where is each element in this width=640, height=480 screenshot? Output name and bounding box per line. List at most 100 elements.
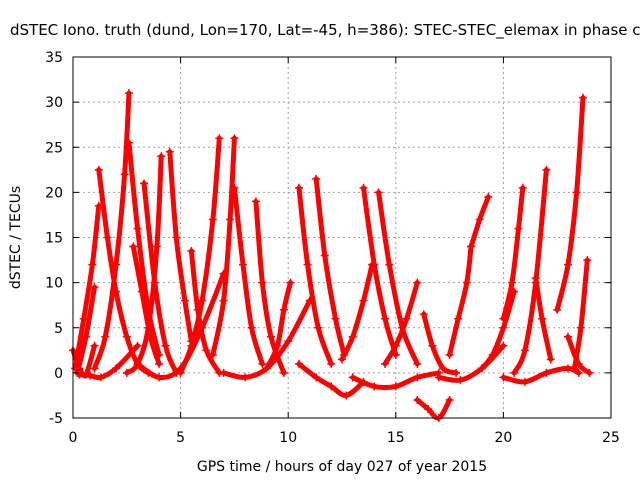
data-point: [342, 391, 351, 400]
data-point: [514, 224, 523, 233]
series-line: [511, 167, 549, 376]
y-axis: -5 0 5 10 15 20 25 30 35: [45, 50, 611, 427]
data-point: [161, 341, 170, 350]
data-point: [563, 332, 572, 341]
series-line: [188, 248, 222, 376]
data-point: [140, 179, 149, 188]
series-line: [167, 149, 194, 344]
series-arc-3: [75, 341, 142, 382]
data-point: [176, 368, 185, 377]
series-line: [264, 280, 293, 371]
data-point: [155, 373, 164, 382]
series-line: [479, 289, 517, 371]
y-tick-label: 35: [45, 50, 63, 66]
y-axis-label: dSTEC / TECUs: [8, 186, 24, 289]
series-arc-35: [531, 274, 555, 364]
data-point: [462, 278, 471, 287]
data-point: [284, 337, 293, 346]
data-point: [510, 368, 519, 377]
series-line: [421, 311, 459, 376]
data-point: [96, 373, 105, 382]
series-line: [447, 244, 474, 358]
data-point: [133, 359, 142, 368]
data-point: [475, 215, 484, 224]
series-line: [141, 180, 179, 376]
data-point: [402, 314, 411, 323]
x-tick-label: 5: [176, 430, 185, 446]
x-axis: 0 5 10 15 20 25: [69, 57, 620, 446]
data-point: [518, 183, 527, 192]
data-point: [112, 260, 121, 269]
data-point: [215, 134, 224, 143]
data-point: [133, 341, 142, 350]
data-point: [456, 376, 465, 385]
data-point: [312, 174, 321, 183]
data-point: [157, 152, 166, 161]
data-point: [499, 323, 508, 332]
data-point: [583, 256, 592, 265]
data-point: [122, 368, 131, 377]
data-point: [579, 93, 588, 102]
series-arc-34: [510, 165, 551, 377]
data-point: [538, 314, 547, 323]
y-tick-label: 15: [45, 231, 63, 247]
data-point: [129, 242, 138, 251]
x-tick-label: 20: [494, 430, 512, 446]
series-arc-33: [499, 183, 527, 323]
data-point: [452, 368, 461, 377]
grid-lines: [73, 57, 611, 418]
data-point: [574, 368, 583, 377]
data-point: [258, 359, 267, 368]
data-point: [419, 310, 428, 319]
data-point: [413, 395, 422, 404]
data-point: [86, 371, 95, 380]
data-point: [348, 332, 357, 341]
data-point: [428, 341, 437, 350]
series-line: [382, 280, 420, 367]
data-point: [391, 341, 400, 350]
data-point: [187, 247, 196, 256]
data-point: [542, 165, 551, 174]
y-tick-label: 10: [45, 276, 63, 292]
series-line: [296, 185, 334, 367]
data-point: [81, 332, 90, 341]
y-tick-label: 30: [45, 95, 63, 111]
x-axis-label: GPS time / hours of day 027 of year 2015: [197, 459, 487, 475]
series-arc-25: [374, 188, 422, 368]
data-point: [226, 215, 235, 224]
x-tick-label: 25: [602, 430, 620, 446]
series-line: [554, 95, 586, 313]
data-point: [152, 242, 161, 251]
data-point: [258, 278, 267, 287]
series-arc-27: [419, 310, 461, 377]
data-point: [133, 224, 142, 233]
series-arc-24: [381, 278, 422, 368]
data-point: [445, 350, 454, 359]
data-point: [499, 341, 508, 350]
y-tick-label: 5: [54, 321, 63, 337]
series-arc-19: [294, 183, 336, 368]
series-line: [231, 185, 265, 367]
data-point: [542, 368, 551, 377]
data-point: [484, 192, 493, 201]
data-point: [398, 323, 407, 332]
data-point: [359, 183, 368, 192]
data-point: [279, 368, 288, 377]
data-point: [239, 260, 248, 269]
data-point: [303, 260, 312, 269]
series-line: [130, 244, 162, 367]
data-point: [413, 373, 422, 382]
series-arc-22: [338, 260, 377, 364]
data-point: [439, 364, 448, 373]
data-point: [90, 364, 99, 373]
series-line: [376, 189, 420, 367]
data-point: [180, 296, 189, 305]
data-point: [124, 138, 133, 147]
data-point: [279, 305, 288, 314]
data-point: [546, 355, 555, 364]
data-point: [286, 278, 295, 287]
data-point: [499, 373, 508, 382]
data-point: [370, 382, 379, 391]
series-arc-37: [553, 93, 588, 314]
